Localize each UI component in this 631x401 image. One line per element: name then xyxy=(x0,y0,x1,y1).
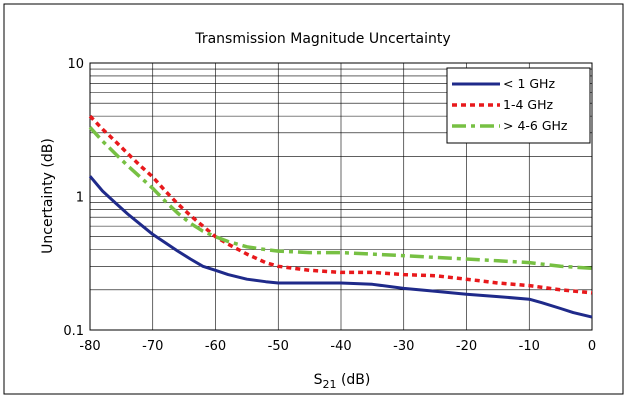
plot-area xyxy=(89,62,593,331)
legend: < 1 GHz 1-4 GHz > 4-6 GHz xyxy=(446,67,591,144)
x-axis-title: S21 (dB) xyxy=(314,372,371,391)
y-axis-title: Uncertainty (dB) xyxy=(40,138,56,254)
legend-label-3: > 4-6 GHz xyxy=(503,118,568,133)
x-axis-title-main: S xyxy=(314,372,323,388)
series-line-2 xyxy=(88,114,593,295)
y-tick-label: 1 xyxy=(76,191,84,206)
legend-label-1: < 1 GHz xyxy=(503,76,555,91)
tick-labels: -80 -70 -60 -50 -40 -30 -20 -10 0 0.1 1 10 xyxy=(63,57,596,354)
x-tick-label: -60 xyxy=(205,339,226,354)
y-tick-label: 0.1 xyxy=(63,324,84,339)
x-tick-label: -10 xyxy=(519,339,540,354)
series-line-1 xyxy=(88,175,593,319)
x-tick-label: -50 xyxy=(268,339,289,354)
legend-label-2: 1-4 GHz xyxy=(503,97,553,112)
series-line-3 xyxy=(88,126,593,271)
chart-title: Transmission Magnitude Uncertainty xyxy=(194,31,450,47)
x-tick-label: -70 xyxy=(142,339,163,354)
x-tick-label: -30 xyxy=(393,339,414,354)
series-layer xyxy=(88,114,593,319)
x-tick-label: 0 xyxy=(588,339,596,354)
x-tick-label: -80 xyxy=(79,339,100,354)
x-tick-label: -40 xyxy=(330,339,351,354)
y-tick-label: 10 xyxy=(67,57,84,72)
x-axis-title-unit: (dB) xyxy=(337,372,371,388)
x-tick-label: -20 xyxy=(456,339,477,354)
x-axis-title-sub: 21 xyxy=(323,378,337,391)
